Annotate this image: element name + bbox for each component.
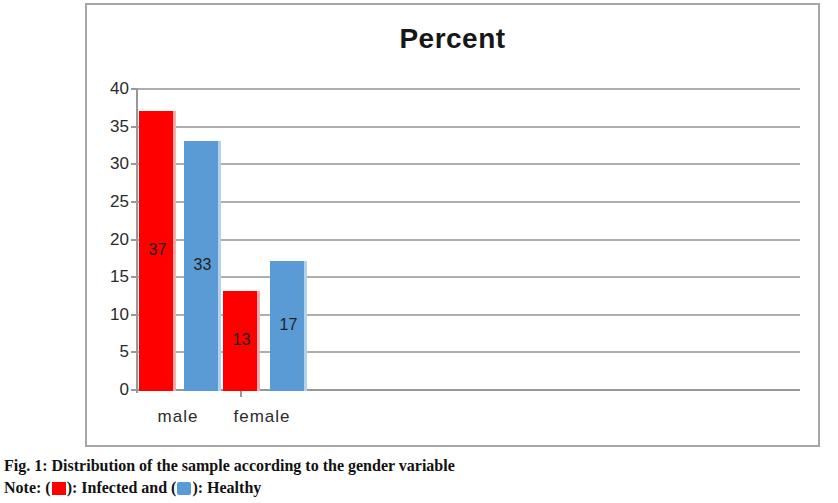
y-axis-label: 40 <box>91 80 129 98</box>
note-prefix: Note: ( <box>4 477 51 499</box>
note-line: Note: ( ): Infected and ( ): Healthy <box>4 477 455 499</box>
bar-value-label: 13 <box>223 331 260 349</box>
y-axis-label: 30 <box>91 155 129 173</box>
y-axis-label: 35 <box>91 118 129 136</box>
gridline-20 <box>136 239 800 241</box>
x-axis-tick <box>240 391 242 397</box>
y-axis-label: 15 <box>91 268 129 286</box>
note-suffix: ): Healthy <box>192 477 261 499</box>
figure-caption-line: Fig. 1: Distribution of the sample accor… <box>4 455 455 477</box>
y-axis-label: 20 <box>91 231 129 249</box>
y-axis-label: 0 <box>91 381 129 399</box>
y-axis-line <box>136 88 138 393</box>
gridline-40 <box>136 88 800 90</box>
healthy-color-swatch <box>177 482 191 495</box>
gridline-30 <box>136 163 800 165</box>
plot-area: 0 5 10 15 20 25 30 35 40 37 33 male 13 17 female <box>87 5 818 445</box>
figure-caption: Fig. 1: Distribution of the sample accor… <box>4 455 455 499</box>
gridline-25 <box>136 201 800 203</box>
chart-area: Percent 05101520253035403733male1317fema… <box>85 3 820 447</box>
bar-value-label: 17 <box>270 316 307 334</box>
x-axis-label-male: male <box>138 407 218 427</box>
bar-value-label: 37 <box>139 241 176 259</box>
y-axis-label: 10 <box>91 306 129 324</box>
gridline-15 <box>136 276 800 278</box>
y-axis-label: 5 <box>91 343 129 361</box>
bar-value-label: 33 <box>184 256 221 274</box>
gridline-35 <box>136 126 800 128</box>
y-axis-label: 25 <box>91 193 129 211</box>
note-between: ): Infected and ( <box>67 477 177 499</box>
x-axis-label-female: female <box>222 407 302 427</box>
infected-color-swatch <box>52 482 66 495</box>
